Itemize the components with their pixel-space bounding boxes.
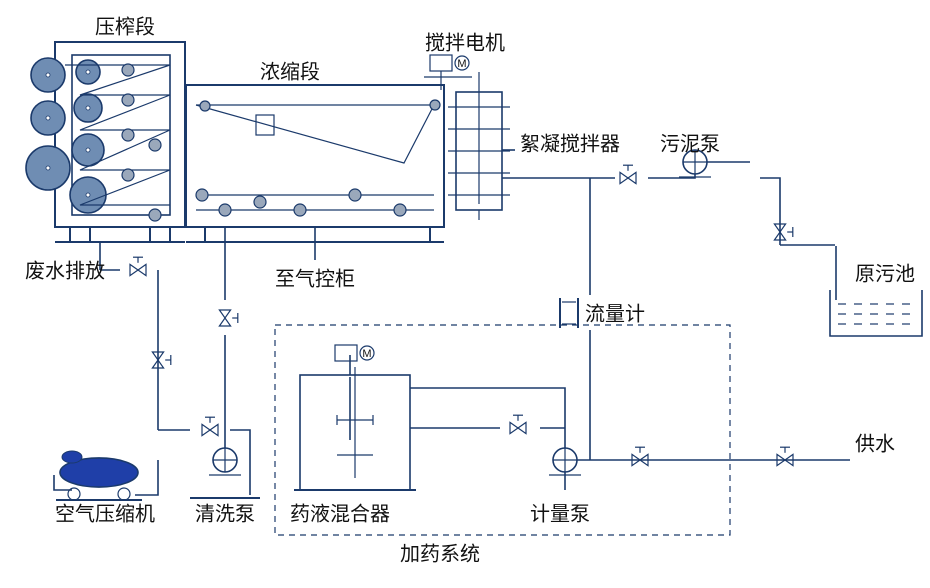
shape bbox=[118, 488, 130, 500]
air-compressor-label: 空气压缩机 bbox=[55, 502, 155, 525]
flow-meter-label: 流量计 bbox=[585, 302, 645, 325]
shape bbox=[86, 106, 90, 110]
small-roller bbox=[294, 204, 306, 216]
raw-sludge-tank-label: 原污池 bbox=[855, 262, 915, 285]
shape bbox=[86, 193, 90, 197]
small-roller bbox=[122, 94, 134, 106]
floc-mixer-label: 絮凝搅拌器 bbox=[520, 132, 620, 155]
dosing-system-label: 加药系统 bbox=[400, 542, 480, 565]
small-roller bbox=[254, 196, 266, 208]
waste-discharge-label: 废水排放 bbox=[25, 259, 105, 282]
chem-mixer-label: 药液混合器 bbox=[290, 502, 390, 525]
shape bbox=[86, 148, 90, 152]
shape bbox=[86, 70, 90, 74]
small-roller bbox=[200, 101, 210, 111]
mixer-motor-label: 搅拌电机 bbox=[425, 31, 505, 54]
small-roller bbox=[430, 100, 440, 110]
small-roller bbox=[394, 204, 406, 216]
shape bbox=[46, 166, 50, 170]
small-roller bbox=[122, 64, 134, 76]
small-roller bbox=[149, 139, 161, 151]
small-roller bbox=[149, 209, 161, 221]
thicken-section-label: 浓缩段 bbox=[260, 60, 320, 83]
shape bbox=[46, 73, 50, 77]
small-roller bbox=[219, 204, 231, 216]
shape bbox=[46, 116, 50, 120]
to-air-cabinet-label: 至气控柜 bbox=[275, 267, 355, 290]
small-roller bbox=[122, 169, 134, 181]
water-supply-label: 供水 bbox=[855, 432, 895, 455]
small-roller bbox=[196, 189, 208, 201]
svg-text:M: M bbox=[362, 348, 371, 360]
wash-pump-label: 清洗泵 bbox=[195, 502, 255, 525]
small-roller bbox=[122, 129, 134, 141]
metering-pump-label: 计量泵 bbox=[530, 502, 590, 525]
press-section-label: 压榨段 bbox=[95, 15, 155, 38]
sludge-pump-label: 污泥泵 bbox=[660, 132, 720, 155]
svg-text:M: M bbox=[457, 58, 466, 70]
small-roller bbox=[349, 189, 361, 201]
shape bbox=[62, 451, 82, 463]
